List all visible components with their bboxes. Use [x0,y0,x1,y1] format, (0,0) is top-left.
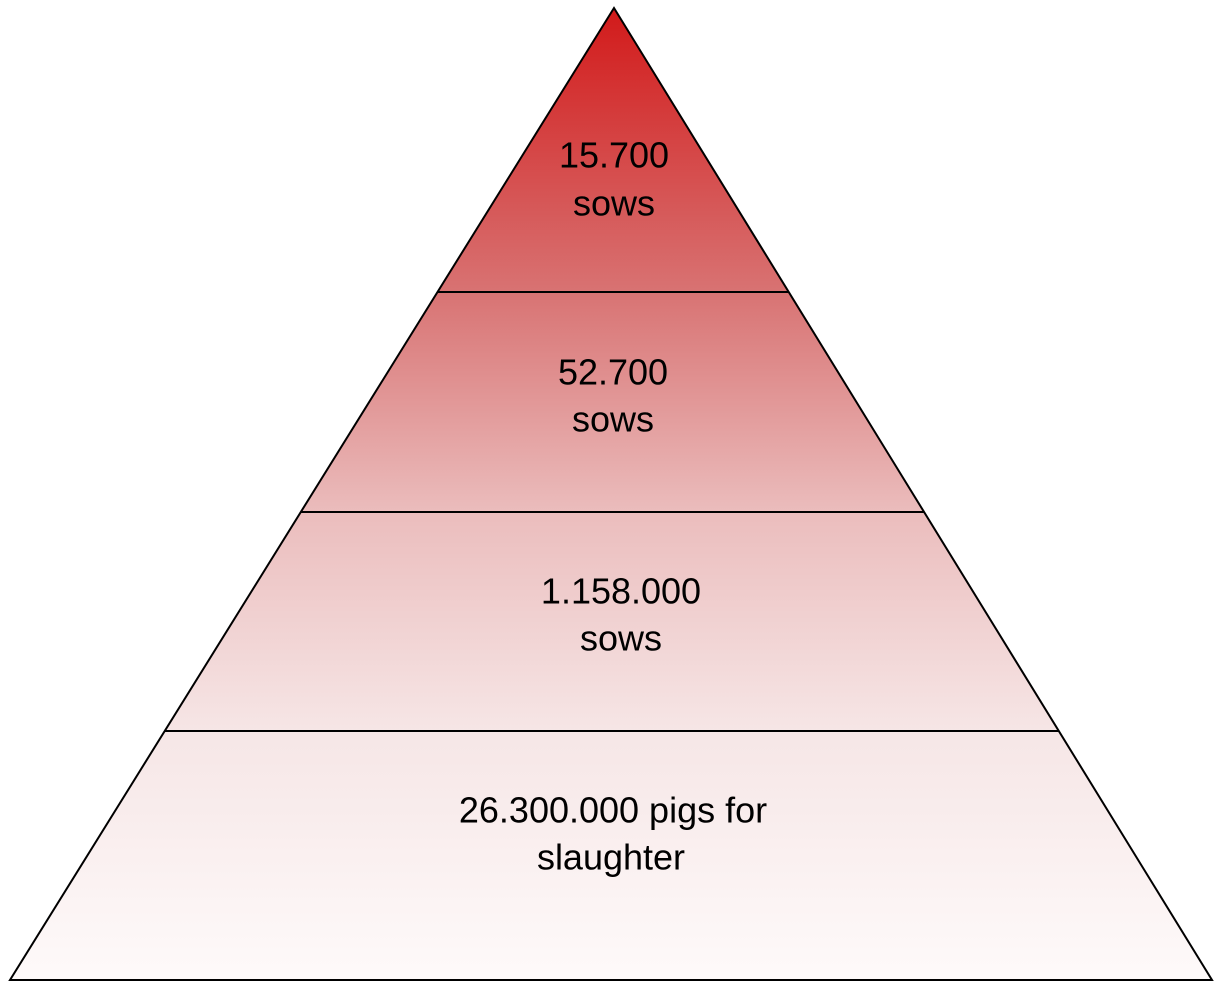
level-label: slaughter [537,837,685,878]
level-label: sows [572,399,654,440]
level-label: sows [573,183,655,224]
level-label: 1.158.000 [541,571,701,612]
level-label: 52.700 [558,352,668,393]
level-label: 15.700 [559,135,669,176]
pyramid [8,6,1214,981]
level-label: 26.300.000 pigs for [459,790,767,831]
level-label: sows [580,618,662,659]
